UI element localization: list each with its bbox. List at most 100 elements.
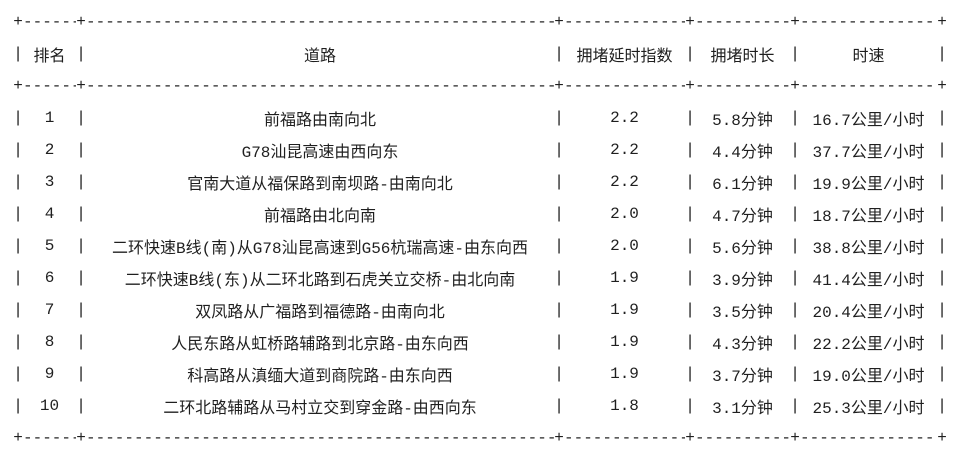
column-divider: | bbox=[790, 333, 800, 351]
column-divider: | bbox=[13, 333, 23, 351]
border-dash-segment: ----------------------------------------… bbox=[23, 13, 76, 31]
cell-road: 人民东路从虹桥路辅路到北京路-由东向西 bbox=[171, 336, 469, 354]
congestion-ranking-table: + --------------------------------------… bbox=[13, 6, 959, 447]
border-dash-segment: ----------------------------------------… bbox=[23, 77, 76, 95]
column-divider: | bbox=[76, 397, 86, 415]
cell-duration: 5.8分钟 bbox=[712, 112, 773, 130]
column-divider: | bbox=[790, 237, 800, 255]
border-dash-segment: ----------------------------------------… bbox=[23, 429, 76, 447]
column-divider: | bbox=[13, 301, 23, 319]
column-divider: | bbox=[937, 141, 947, 159]
column-divider: | bbox=[937, 237, 947, 255]
table-row: | 10 | 二环北路辅路从马村立交到穿金路-由西向东 | 1.8 | 3.1分… bbox=[13, 390, 959, 422]
column-divider: | bbox=[685, 45, 695, 63]
column-divider: | bbox=[76, 269, 86, 287]
cell-road: 官南大道从福保路到南坝路-由南向北 bbox=[187, 176, 453, 194]
cell-rank: 6 bbox=[44, 269, 55, 287]
cell-speed: 20.4公里/小时 bbox=[812, 304, 925, 322]
column-divider: | bbox=[790, 141, 800, 159]
cell-speed: 16.7公里/小时 bbox=[812, 112, 925, 130]
border-dash-segment: ----------------------------------------… bbox=[564, 13, 685, 31]
cell-speed: 25.3公里/小时 bbox=[812, 400, 925, 418]
column-divider: | bbox=[790, 205, 800, 223]
column-divider: | bbox=[13, 141, 23, 159]
cell-road: 二环快速B线(南)从G78汕昆高速到G56杭瑞高速-由东向西 bbox=[111, 240, 529, 258]
column-divider: | bbox=[13, 173, 23, 191]
cell-duration: 3.9分钟 bbox=[712, 272, 773, 290]
cell-duration: 5.6分钟 bbox=[712, 240, 773, 258]
table-row: | 9 | 科高路从滇缅大道到商院路-由东向西 | 1.9 | 3.7分钟 | … bbox=[13, 358, 959, 390]
cell-delay-index: 2.2 bbox=[610, 141, 639, 159]
border-corner: + bbox=[790, 77, 800, 95]
column-divider: | bbox=[554, 301, 564, 319]
table-row: | 6 | 二环快速B线(东)从二环北路到石虎关立交桥-由北向南 | 1.9 |… bbox=[13, 262, 959, 294]
column-divider: | bbox=[554, 237, 564, 255]
cell-speed: 19.9公里/小时 bbox=[812, 176, 925, 194]
column-divider: | bbox=[937, 301, 947, 319]
column-divider: | bbox=[937, 365, 947, 383]
table-row: | 7 | 双凤路从广福路到福德路-由南向北 | 1.9 | 3.5分钟 | 2… bbox=[13, 294, 959, 326]
column-divider: | bbox=[790, 109, 800, 127]
border-corner: + bbox=[13, 13, 23, 31]
column-divider: | bbox=[554, 397, 564, 415]
cell-road: 双凤路从广福路到福德路-由南向北 bbox=[195, 304, 445, 322]
column-divider: | bbox=[937, 173, 947, 191]
column-divider: | bbox=[790, 269, 800, 287]
column-divider: | bbox=[13, 205, 23, 223]
cell-speed: 37.7公里/小时 bbox=[812, 144, 925, 162]
border-dash-segment: ----------------------------------------… bbox=[695, 77, 790, 95]
table-row: | 4 | 前福路由北向南 | 2.0 | 4.7分钟 | 18.7公里/小时 … bbox=[13, 198, 959, 230]
column-divider: | bbox=[937, 109, 947, 127]
column-divider: | bbox=[790, 301, 800, 319]
column-divider: | bbox=[554, 109, 564, 127]
column-divider: | bbox=[790, 365, 800, 383]
column-divider: | bbox=[937, 397, 947, 415]
cell-speed: 38.8公里/小时 bbox=[812, 240, 925, 258]
table-border-row: + --------------------------------------… bbox=[13, 70, 959, 102]
column-divider: | bbox=[13, 365, 23, 383]
column-divider: | bbox=[76, 205, 86, 223]
column-divider: | bbox=[76, 109, 86, 127]
cell-rank: 2 bbox=[44, 141, 55, 159]
column-divider: | bbox=[554, 141, 564, 159]
cell-duration: 3.5分钟 bbox=[712, 304, 773, 322]
column-divider: | bbox=[76, 141, 86, 159]
border-dash-segment: ----------------------------------------… bbox=[800, 77, 937, 95]
cell-road: 科高路从滇缅大道到商院路-由东向西 bbox=[187, 368, 453, 386]
border-corner: + bbox=[554, 77, 564, 95]
border-dash-segment: ----------------------------------------… bbox=[86, 77, 554, 95]
cell-speed: 41.4公里/小时 bbox=[812, 272, 925, 290]
border-corner: + bbox=[554, 429, 564, 447]
cell-delay-index: 2.2 bbox=[610, 173, 639, 191]
border-dash-segment: ----------------------------------------… bbox=[695, 429, 790, 447]
cell-duration: 4.3分钟 bbox=[712, 336, 773, 354]
border-corner: + bbox=[685, 429, 695, 447]
border-corner: + bbox=[937, 13, 947, 31]
column-divider: | bbox=[937, 269, 947, 287]
border-corner: + bbox=[76, 429, 86, 447]
cell-delay-index: 1.9 bbox=[610, 333, 639, 351]
cell-speed: 18.7公里/小时 bbox=[812, 208, 925, 226]
border-dash-segment: ----------------------------------------… bbox=[564, 77, 685, 95]
border-corner: + bbox=[13, 429, 23, 447]
cell-speed: 时速 bbox=[852, 48, 885, 66]
cell-delay-index: 1.9 bbox=[610, 301, 639, 319]
cell-delay-index: 1.9 bbox=[610, 365, 639, 383]
border-corner: + bbox=[937, 77, 947, 95]
border-dash-segment: ----------------------------------------… bbox=[800, 429, 937, 447]
column-divider: | bbox=[76, 333, 86, 351]
column-divider: | bbox=[685, 173, 695, 191]
cell-rank: 4 bbox=[44, 205, 55, 223]
table-border-row: + --------------------------------------… bbox=[13, 6, 959, 38]
cell-delay-index: 2.0 bbox=[610, 237, 639, 255]
border-corner: + bbox=[76, 77, 86, 95]
cell-delay-index: 2.2 bbox=[610, 109, 639, 127]
column-divider: | bbox=[554, 205, 564, 223]
column-divider: | bbox=[554, 333, 564, 351]
border-corner: + bbox=[937, 429, 947, 447]
cell-duration: 3.7分钟 bbox=[712, 368, 773, 386]
cell-duration: 4.7分钟 bbox=[712, 208, 773, 226]
cell-duration: 6.1分钟 bbox=[712, 176, 773, 194]
border-corner: + bbox=[554, 13, 564, 31]
table-row: | 1 | 前福路由南向北 | 2.2 | 5.8分钟 | 16.7公里/小时 … bbox=[13, 102, 959, 134]
